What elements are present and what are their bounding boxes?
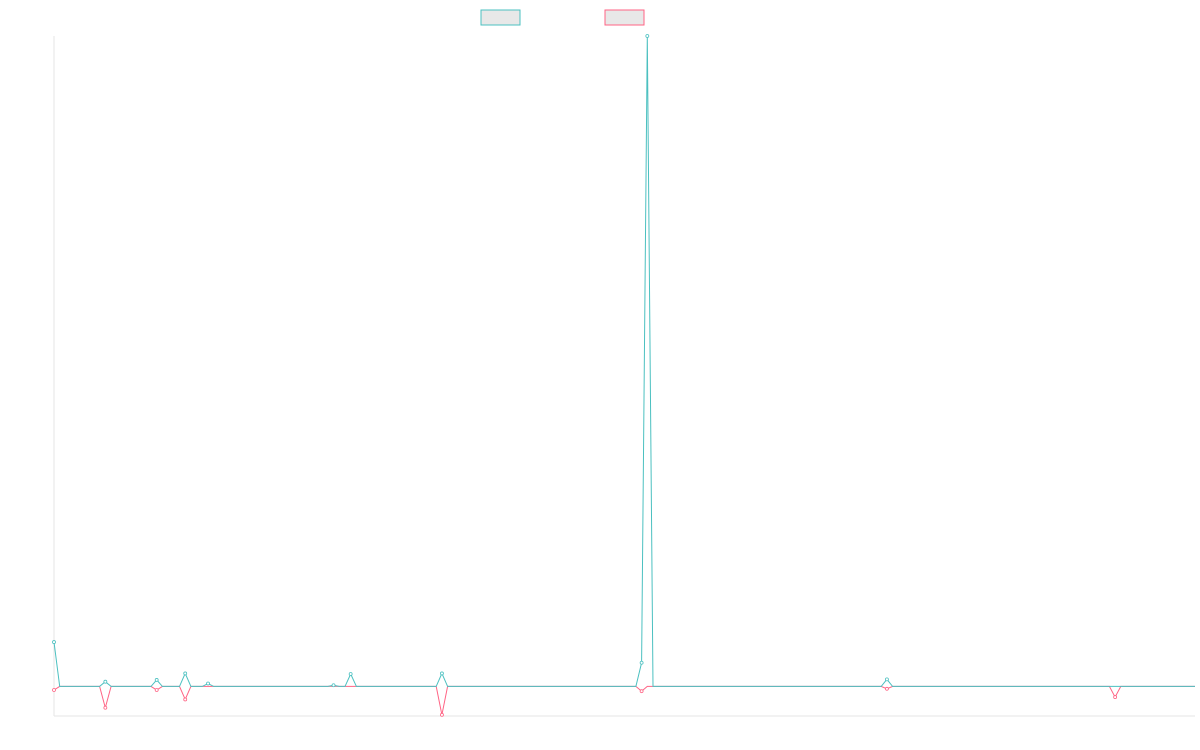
data-point bbox=[206, 681, 210, 686]
data-point bbox=[103, 679, 108, 684]
data-point bbox=[885, 686, 889, 691]
series-layer bbox=[52, 34, 1195, 717]
data-point bbox=[52, 688, 56, 692]
data-point bbox=[331, 683, 336, 688]
data-point bbox=[645, 34, 650, 38]
data-point bbox=[639, 660, 644, 665]
data-point bbox=[183, 671, 188, 676]
data-point bbox=[440, 712, 444, 717]
data-point bbox=[885, 677, 889, 682]
data-point bbox=[154, 688, 159, 692]
data-point bbox=[639, 689, 644, 694]
series-line-2 bbox=[53, 685, 1195, 715]
data-point bbox=[103, 705, 108, 710]
data-point bbox=[183, 697, 188, 702]
legend bbox=[480, 9, 645, 26]
legend-swatch-1 bbox=[480, 9, 521, 26]
series-line-1 bbox=[53, 35, 1195, 687]
data-point bbox=[52, 640, 56, 644]
legend-swatch-2 bbox=[604, 9, 645, 26]
data-point bbox=[348, 672, 353, 676]
axes bbox=[53, 36, 1195, 717]
data-point bbox=[1113, 695, 1118, 699]
data-point bbox=[440, 671, 444, 676]
data-point bbox=[154, 678, 159, 682]
